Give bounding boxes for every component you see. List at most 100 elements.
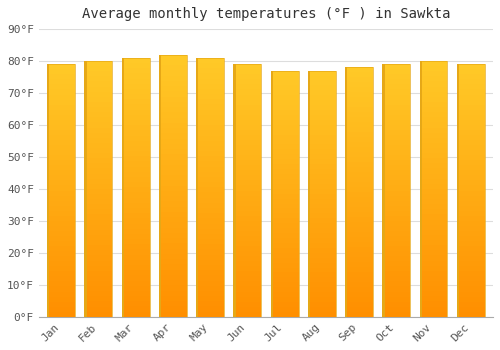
- Bar: [345, 262, 373, 267]
- Bar: [308, 71, 336, 317]
- Bar: [345, 107, 373, 112]
- Bar: [159, 259, 187, 264]
- Bar: [270, 100, 298, 105]
- Bar: [270, 115, 298, 120]
- Bar: [47, 287, 75, 292]
- Bar: [84, 138, 112, 143]
- Bar: [420, 286, 448, 291]
- Bar: [345, 112, 373, 117]
- Bar: [122, 63, 150, 68]
- Bar: [84, 204, 112, 209]
- Bar: [47, 100, 75, 105]
- Bar: [47, 130, 75, 135]
- Bar: [84, 92, 112, 97]
- Bar: [159, 139, 187, 144]
- Bar: [196, 182, 224, 187]
- Bar: [420, 230, 448, 235]
- Bar: [84, 281, 112, 286]
- Bar: [84, 117, 112, 122]
- Bar: [382, 64, 384, 317]
- Bar: [159, 217, 187, 222]
- Bar: [382, 241, 410, 246]
- Bar: [308, 115, 336, 120]
- Bar: [420, 71, 448, 76]
- Bar: [345, 302, 373, 307]
- Bar: [457, 256, 484, 261]
- Bar: [345, 227, 373, 232]
- Bar: [84, 112, 112, 117]
- Bar: [47, 155, 75, 160]
- Bar: [345, 292, 373, 297]
- Bar: [457, 302, 484, 307]
- Bar: [159, 254, 187, 259]
- Bar: [308, 140, 336, 145]
- Bar: [270, 90, 298, 95]
- Bar: [345, 132, 373, 137]
- Bar: [308, 262, 336, 267]
- Bar: [234, 186, 262, 190]
- Bar: [270, 140, 298, 145]
- Bar: [84, 143, 112, 148]
- Bar: [234, 190, 262, 196]
- Bar: [345, 82, 373, 88]
- Bar: [457, 64, 459, 317]
- Bar: [308, 302, 336, 307]
- Bar: [196, 115, 224, 120]
- Bar: [47, 271, 75, 276]
- Bar: [345, 277, 373, 282]
- Bar: [47, 64, 50, 317]
- Bar: [84, 301, 112, 307]
- Bar: [159, 312, 187, 317]
- Bar: [234, 287, 262, 292]
- Bar: [308, 204, 336, 209]
- Bar: [270, 130, 298, 135]
- Bar: [308, 100, 336, 105]
- Bar: [234, 140, 262, 145]
- Bar: [234, 165, 262, 170]
- Bar: [159, 60, 187, 65]
- Bar: [47, 196, 75, 201]
- Bar: [308, 120, 336, 125]
- Bar: [270, 194, 298, 199]
- Bar: [457, 231, 484, 236]
- Bar: [420, 194, 448, 199]
- Bar: [234, 276, 262, 281]
- Bar: [47, 231, 75, 236]
- Bar: [84, 194, 112, 199]
- Bar: [122, 104, 150, 110]
- Bar: [122, 213, 150, 218]
- Bar: [196, 58, 198, 317]
- Bar: [84, 209, 112, 215]
- Bar: [457, 276, 484, 281]
- Bar: [122, 218, 150, 224]
- Bar: [47, 115, 75, 120]
- Bar: [420, 107, 448, 112]
- Bar: [159, 212, 187, 217]
- Bar: [270, 164, 298, 169]
- Bar: [84, 61, 112, 66]
- Bar: [47, 292, 75, 296]
- Bar: [457, 110, 484, 115]
- Bar: [270, 312, 298, 317]
- Bar: [159, 160, 187, 165]
- Bar: [420, 133, 448, 138]
- Bar: [382, 165, 410, 170]
- Bar: [84, 235, 112, 240]
- Bar: [234, 175, 262, 180]
- Bar: [457, 155, 484, 160]
- Bar: [122, 141, 150, 146]
- Bar: [382, 94, 410, 100]
- Bar: [159, 144, 187, 149]
- Bar: [47, 201, 75, 206]
- Bar: [382, 115, 410, 120]
- Bar: [234, 246, 262, 251]
- Bar: [308, 233, 336, 238]
- Bar: [84, 86, 112, 92]
- Bar: [420, 184, 448, 189]
- Bar: [47, 276, 75, 281]
- Bar: [196, 58, 224, 317]
- Bar: [84, 245, 112, 250]
- Bar: [382, 64, 410, 317]
- Bar: [159, 112, 187, 118]
- Bar: [196, 296, 224, 301]
